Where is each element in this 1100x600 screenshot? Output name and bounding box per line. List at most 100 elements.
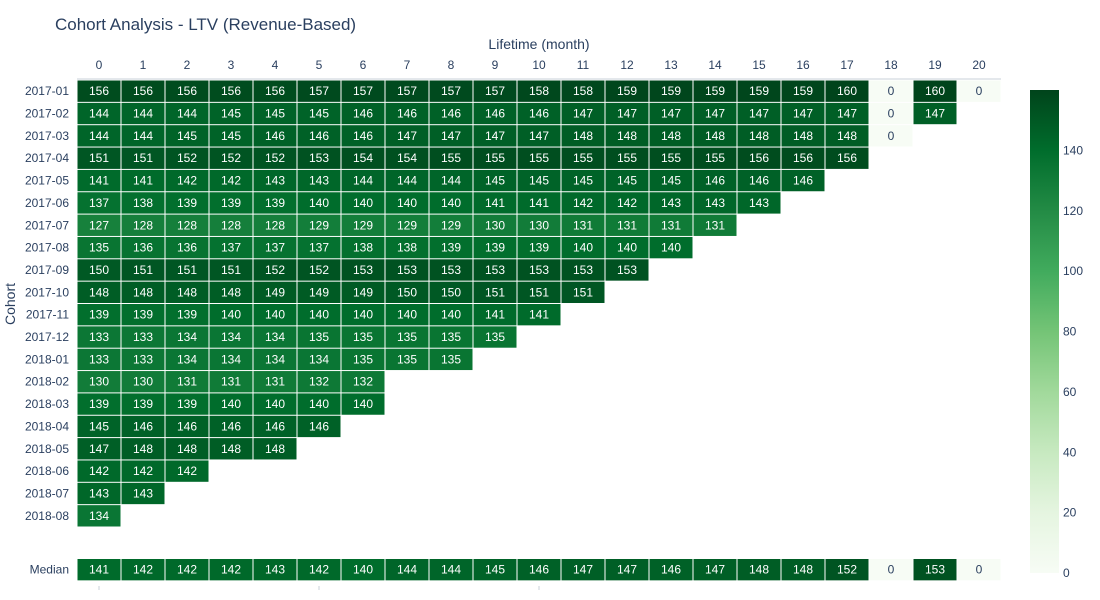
median-row-cell-label: 152 xyxy=(837,563,857,577)
cohort-row-cell-label: 141 xyxy=(133,174,153,188)
cohort-row-cell xyxy=(77,326,121,348)
cohort-row-cell xyxy=(341,393,385,415)
cohort-row-cell xyxy=(121,169,165,192)
cohort-row-cell xyxy=(429,125,473,147)
cohort-row-cell xyxy=(77,415,121,438)
cohort-row-cell xyxy=(297,125,341,147)
x-tick-label: 6 xyxy=(360,58,367,72)
cohort-row-cell xyxy=(209,326,253,348)
cohort-row-cell-label: 146 xyxy=(485,107,505,121)
cohort-row-cell-label: 154 xyxy=(353,151,373,165)
y-tick-label: 2017-03 xyxy=(25,129,69,143)
cohort-row-cell xyxy=(693,169,737,192)
cohort-row-cell-label: 146 xyxy=(221,419,241,433)
cohort-row-cell-label: 139 xyxy=(221,196,241,210)
cohort-row-cell-label: 140 xyxy=(353,308,373,322)
x-axis-ticks: 0 1 2 3 4 5 6 7 8 9 10 11 12 13 14 15 16 17 18 19 20 xyxy=(96,58,986,72)
median-row-cell xyxy=(737,559,781,581)
x-tick-label: 20 xyxy=(972,58,986,72)
cohort-row-cell-label: 148 xyxy=(133,285,153,299)
cohort-row-cell-label: 135 xyxy=(89,241,109,255)
cohort-row-cell xyxy=(473,304,517,326)
cohort-row-cell-label: 137 xyxy=(221,241,241,255)
cohort-row-cell-label: 139 xyxy=(133,308,153,322)
cohort-row-cell xyxy=(253,102,297,125)
cohort-row-cell-label: 150 xyxy=(441,285,461,299)
cohort-row-cell xyxy=(209,259,253,281)
cohort-row-cell xyxy=(693,125,737,147)
cohort-row-cell xyxy=(341,214,385,236)
cohort-row-cell xyxy=(649,192,693,214)
cohort-row-cell-label: 159 xyxy=(661,84,681,98)
cohort-row-cell xyxy=(825,147,869,169)
median-row-cell xyxy=(253,559,297,581)
cohort-row-cell xyxy=(165,214,209,236)
x-tick-label: 19 xyxy=(928,58,942,72)
cohort-row-cell-label: 128 xyxy=(177,218,197,232)
x-tick-label: 5 xyxy=(316,58,323,72)
cohort-row-cell xyxy=(781,102,825,125)
cohort-row-cell-label: 149 xyxy=(309,285,329,299)
y-tick-label: 2017-01 xyxy=(25,84,69,98)
cohort-row-cell xyxy=(825,80,869,102)
cohort-row-cell xyxy=(121,214,165,236)
cohort-row-cell xyxy=(693,147,737,169)
y-tick-label: 2018-08 xyxy=(25,509,69,523)
cohort-row-cell xyxy=(649,80,693,102)
cohort-row-cell-label: 156 xyxy=(265,84,285,98)
cohort-row-cell-label: 145 xyxy=(221,129,241,143)
cohort-row-cell-label: 145 xyxy=(221,107,241,121)
y-tick-label: 2017-09 xyxy=(25,263,69,277)
cohort-row-cell xyxy=(209,236,253,259)
cohort-row-cell-label: 146 xyxy=(309,419,329,433)
cohort-row-cell xyxy=(341,147,385,169)
cohort-row-cell xyxy=(165,460,209,482)
cohort-row-cell xyxy=(165,415,209,438)
cohort-row-cell xyxy=(737,169,781,192)
cohort-row-cell-label: 144 xyxy=(441,174,461,188)
chart-title: Cohort Analysis - LTV (Revenue-Based) xyxy=(55,15,356,34)
median-row-cell xyxy=(781,559,825,581)
x-axis-title: Lifetime (month) xyxy=(488,36,589,52)
cohort-row-cell xyxy=(77,259,121,281)
cohort-row-cell xyxy=(165,304,209,326)
cohort-row-cell-label: 140 xyxy=(221,397,241,411)
cohort-row-cell xyxy=(385,147,429,169)
cohort-row-cell-label: 135 xyxy=(441,352,461,366)
median-row-cell xyxy=(825,559,869,581)
y-tick-label: 2017-02 xyxy=(25,107,69,121)
cohort-row-cell xyxy=(297,415,341,438)
cohort-row-cell xyxy=(473,125,517,147)
median-row-cell-label: 143 xyxy=(265,563,285,577)
cohort-row-cell-label: 156 xyxy=(177,84,197,98)
cohort-row-cell-label: 137 xyxy=(309,241,329,255)
cohort-row-cell-label: 159 xyxy=(793,84,813,98)
cohort-row-cell-label: 148 xyxy=(617,129,637,143)
cohort-row-cell xyxy=(209,80,253,102)
cohort-row-cell-label: 134 xyxy=(265,330,285,344)
cohort-row-cell-label: 131 xyxy=(705,218,725,232)
cohort-row-cell xyxy=(693,214,737,236)
cohort-row-cell xyxy=(209,304,253,326)
cohort-row-cell xyxy=(297,102,341,125)
cohort-row-cell xyxy=(429,102,473,125)
colorbar-tick-label: 100 xyxy=(1063,264,1083,278)
cohort-row-cell xyxy=(77,505,121,527)
cohort-row-cell-label: 147 xyxy=(617,107,637,121)
cohort-row-cell xyxy=(649,214,693,236)
cohort-row-cell-label: 145 xyxy=(661,174,681,188)
cohort-row-cell xyxy=(473,236,517,259)
cohort-row-cell-label: 157 xyxy=(441,84,461,98)
cohort-row-cell xyxy=(121,125,165,147)
cohort-row-cell xyxy=(297,214,341,236)
cohort-row-cell-label: 146 xyxy=(265,419,285,433)
cohort-row-cell xyxy=(385,80,429,102)
median-row-cell xyxy=(121,559,165,581)
cohort-row-cell xyxy=(121,259,165,281)
cohort-row-cell xyxy=(77,371,121,393)
cohort-row-cell xyxy=(605,102,649,125)
cohort-row-cell-label: 147 xyxy=(749,107,769,121)
median-row-cell-label: 146 xyxy=(661,563,681,577)
cohort-row-cell-label: 139 xyxy=(485,241,505,255)
cohort-row-cell-label: 146 xyxy=(705,174,725,188)
